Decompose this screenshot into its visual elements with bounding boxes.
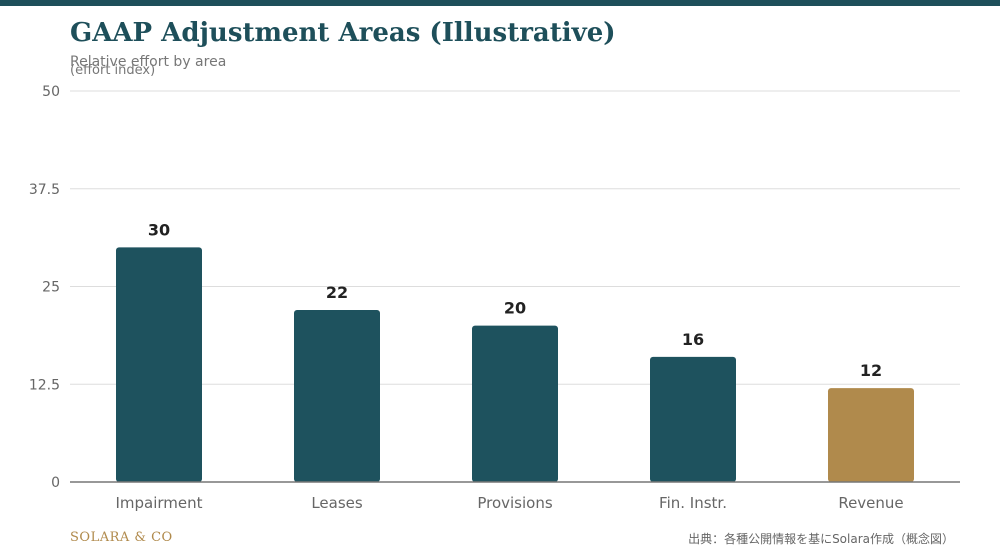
y-tick-label: 0 [51, 475, 60, 491]
x-tick-label: Revenue [838, 494, 903, 512]
x-tick-label: Provisions [477, 494, 553, 512]
bar-value-label: 22 [326, 283, 348, 302]
bar-value-label: 30 [148, 220, 170, 239]
y-axis-ticks: 0 12.5 25 37.5 50 [29, 84, 60, 491]
brand-logo-text: SOLARA & CO [70, 530, 173, 545]
bar [828, 388, 914, 482]
x-tick-label: Impairment [115, 494, 202, 512]
x-axis-ticks: Impairment Leases Provisions Fin. Instr. Rev… [115, 494, 903, 512]
bar-value-label: 20 [504, 299, 526, 318]
gridlines [70, 90, 960, 385]
source-note: 出典：各種公開情報を基にSolara作成（概念図） [688, 532, 954, 546]
y-tick-label: 25 [42, 280, 60, 296]
y-tick-label: 37.5 [29, 182, 60, 198]
top-accent-band [0, 0, 1000, 6]
x-tick-label: Leases [311, 494, 363, 512]
bar [472, 325, 558, 482]
data-labels: 30 22 20 16 12 [148, 220, 882, 380]
bar-value-label: 12 [860, 361, 882, 380]
bar [116, 247, 202, 482]
chart-title: GAAP Adjustment Areas (Illustrative) [70, 18, 616, 48]
chart-subtitle: Relative effort by area [70, 54, 227, 70]
bars [116, 247, 914, 482]
y-tick-label: 50 [42, 84, 60, 100]
bar [294, 309, 380, 482]
bar [650, 356, 736, 482]
bar-value-label: 16 [682, 330, 704, 349]
y-axis-unit-label: (effort index) [70, 63, 156, 78]
x-tick-label: Fin. Instr. [659, 494, 727, 512]
y-tick-label: 12.5 [29, 377, 60, 393]
